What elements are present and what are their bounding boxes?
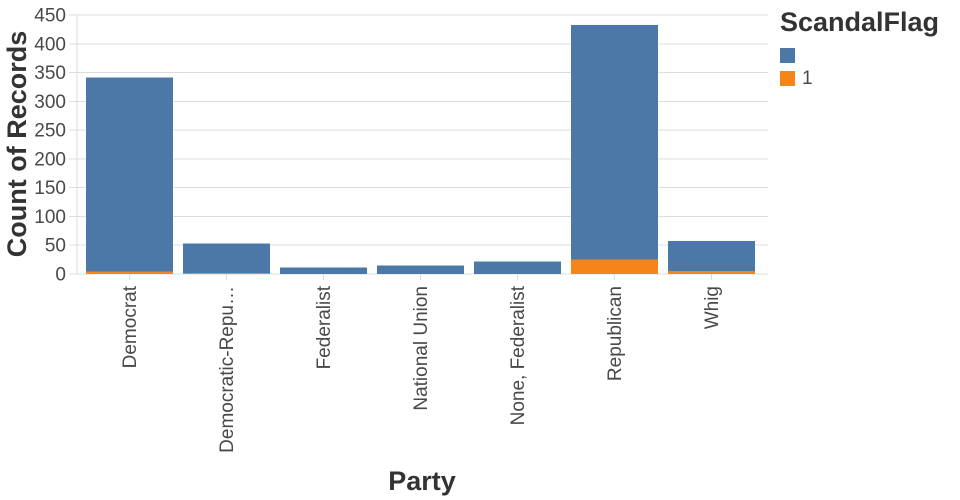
bar-segment-blank [668, 241, 755, 272]
legend-item: 1 [780, 67, 958, 89]
x-tick-label: National Union [411, 286, 432, 411]
y-tick-label: 250 [34, 121, 66, 142]
y-tick-label: 0 [55, 265, 66, 286]
bar-segment-1 [183, 272, 270, 274]
x-tick-label: Democratic-Repu… [217, 286, 238, 453]
legend-title: ScandalFlag [780, 7, 940, 37]
legend-swatch-orange [780, 70, 795, 86]
y-tick-label: 300 [34, 92, 66, 113]
y-axis-title: Count of Records [2, 31, 32, 258]
y-tick-label: 50 [45, 236, 66, 257]
legend-item [780, 47, 958, 63]
bar-segment-blank [377, 265, 464, 274]
x-tick-label: None, Federalist [508, 285, 529, 425]
bar-segment-blank [280, 267, 367, 274]
y-tick-label: 400 [34, 34, 66, 55]
bar-segment-blank [571, 24, 658, 260]
bar-segment-1 [571, 259, 658, 274]
legend: ScandalFlag 1 [780, 7, 958, 94]
y-tick-label: 150 [34, 178, 66, 199]
bar-segment-1 [86, 271, 173, 274]
x-tick-label: Federalist [314, 285, 335, 369]
y-tick-label: 450 [34, 6, 66, 27]
bar-segment-blank [86, 77, 173, 272]
bar-segment-blank [474, 261, 561, 274]
x-tick-label: Democrat [120, 285, 141, 368]
y-tick-label: 100 [34, 207, 66, 228]
legend-swatch-blue [780, 47, 795, 63]
x-tick-label: Republican [605, 286, 626, 381]
y-tick-label: 200 [34, 149, 66, 170]
x-axis-title: Party [388, 466, 456, 496]
x-tick-label: Whig [702, 286, 723, 329]
bar-segment-blank [183, 243, 270, 273]
bar-segment-1 [668, 271, 755, 274]
legend-label: 1 [802, 67, 813, 89]
y-tick-label: 350 [34, 63, 66, 84]
